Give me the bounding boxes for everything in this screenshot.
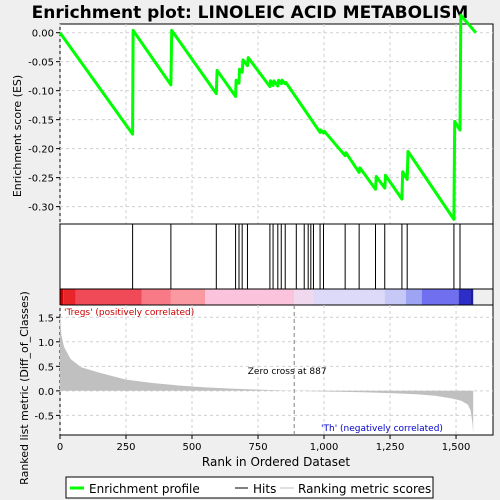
- es-y-tick-label: -0.20: [28, 145, 54, 156]
- es-y-tick-label: -0.15: [28, 116, 54, 127]
- es-panel: 0.00 -0.05 -0.10 -0.15 -0.20 -0.25 -0.30 Enric…: [11, 15, 493, 224]
- gradient-segment: [313, 289, 384, 305]
- legend-label-hits: Hits: [253, 482, 276, 496]
- rank-y-axis-label: Ranked list metric (Diff_of_Classes): [18, 291, 31, 485]
- gradient-segment: [63, 289, 76, 305]
- gradient-segment: [459, 289, 471, 305]
- x-axis-label: Rank in Ordered Dataset: [202, 455, 350, 469]
- zero-cross-label: Zero cross at 887: [248, 367, 327, 377]
- es-y-tick-label: 0.00: [32, 29, 54, 40]
- legend: Enrichment profile Hits Ranking metric s…: [66, 477, 433, 498]
- es-y-axis-label: Enrichment score (ES): [11, 75, 24, 197]
- chart-title: Enrichment plot: LINOLEIC ACID METABOLIS…: [32, 3, 469, 23]
- gradient-segment: [294, 289, 313, 305]
- negative-class-label: 'Th' (negatively correlated): [321, 424, 443, 434]
- hits-panel: [60, 224, 493, 289]
- gradient-segment: [142, 289, 171, 305]
- gradient-segment: [422, 289, 459, 305]
- rank-y-tick-label: 0.5: [38, 362, 54, 373]
- es-y-tick-label: -0.10: [28, 87, 54, 98]
- x-tick-label: 500: [182, 442, 201, 453]
- rank-y-tick-label: 1.5: [38, 313, 54, 324]
- x-tick-label: 750: [248, 442, 267, 453]
- rank-gradient-bar: [60, 289, 493, 305]
- es-y-tick-label: -0.25: [28, 174, 54, 185]
- gradient-segment: [171, 289, 205, 305]
- gradient-segment: [76, 289, 142, 305]
- es-y-tick-label: -0.05: [28, 58, 54, 69]
- x-tick-label: 1,000: [310, 442, 339, 453]
- gradient-segment: [406, 289, 422, 305]
- x-tick-label: 1,250: [376, 442, 405, 453]
- es-y-tick-label: -0.30: [28, 203, 54, 214]
- x-tick-label: 250: [116, 442, 135, 453]
- gradient-segment: [205, 289, 294, 305]
- rank-y-tick-label: 1.0: [38, 338, 54, 349]
- x-tick-label: 0: [57, 442, 63, 453]
- x-tick-label: 1,500: [442, 442, 471, 453]
- gradient-segment: [471, 289, 474, 305]
- gradient-segment: [385, 289, 406, 305]
- rank-y-tick-label: 0.0: [38, 387, 54, 398]
- legend-label-ranking: Ranking metric scores: [298, 482, 431, 496]
- positive-class-label: 'Tregs' (positively correlated): [64, 308, 194, 318]
- rank-y-tick-label: -0.5: [34, 411, 54, 422]
- legend-label-enrichment: Enrichment profile: [89, 482, 200, 496]
- hits-panel-frame: [60, 224, 493, 289]
